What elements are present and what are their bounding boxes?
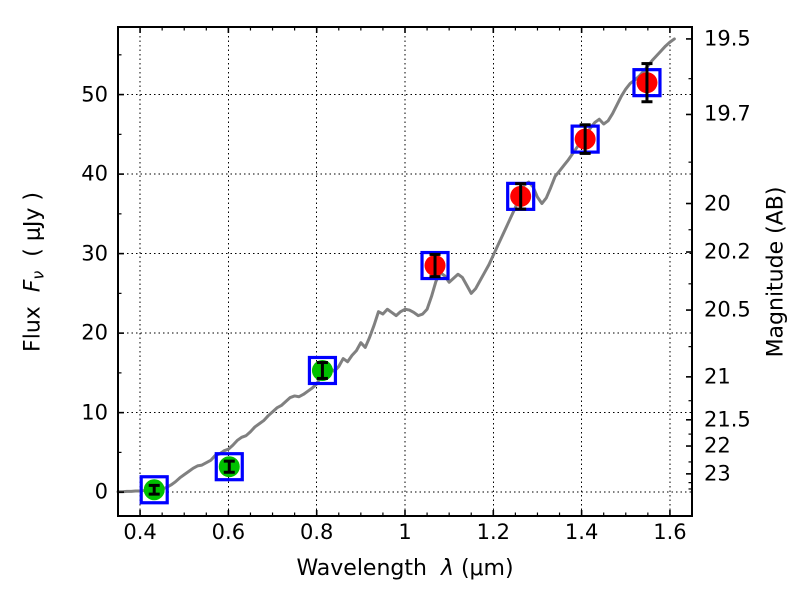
y2-tick-label: 23 (704, 461, 731, 486)
photometry-point (420, 250, 450, 281)
x-tick-label: 1.4 (564, 520, 599, 544)
y2-tick-label: 19.7 (704, 101, 751, 126)
x-tick-label: 0.4 (123, 520, 157, 544)
y-tick-label: 0 (94, 479, 108, 504)
photometry-point (570, 123, 600, 155)
y-tick-label: 10 (81, 400, 108, 425)
y2-tick-label: 19.5 (704, 26, 751, 51)
y-axis-title: Flux Fν ( μJy ) (20, 191, 48, 352)
spectrum-curve (116, 37, 676, 494)
photometry-points (139, 62, 662, 505)
y-tick-label: 40 (81, 161, 108, 186)
x-axis-title: Wavelength λ (μm) (296, 556, 514, 581)
axis-ticks (117, 27, 692, 516)
y2-tick-label: 20 (704, 191, 731, 216)
photometry-point (139, 475, 169, 505)
y2-axis-title: Magnitude (AB) (763, 186, 789, 357)
x-tick-label: 0.8 (299, 520, 334, 544)
photometry-point (214, 452, 244, 482)
x-tick-label: 1.2 (476, 520, 510, 544)
y-tick-label: 20 (81, 320, 108, 345)
x-tick-label: 0.6 (211, 520, 246, 544)
y2-tick-label: 21.5 (704, 407, 751, 432)
y2-tick-label: 21 (704, 364, 731, 389)
y2-tick-label: 22 (704, 433, 731, 458)
grid-lines (118, 27, 692, 516)
photometry-point (506, 181, 536, 211)
x-tick-label: 1 (398, 520, 412, 544)
photometry-point (632, 62, 662, 104)
photometry-point (307, 355, 338, 386)
y-tick-label: 50 (81, 82, 108, 107)
x-tick-label: 1.6 (653, 520, 687, 544)
y-tick-label: 30 (81, 241, 108, 266)
y2-tick-label: 20.5 (704, 297, 751, 322)
y2-tick-label: 20.2 (704, 239, 751, 264)
